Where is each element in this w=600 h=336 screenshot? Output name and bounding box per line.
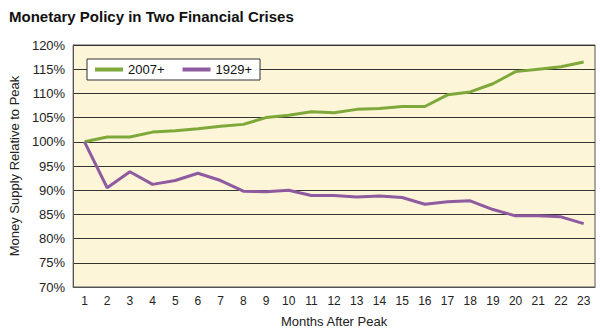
svg-text:19: 19 — [486, 294, 500, 308]
svg-text:70%: 70% — [39, 280, 65, 295]
svg-text:110%: 110% — [33, 86, 66, 101]
svg-text:22: 22 — [554, 294, 568, 308]
svg-text:115%: 115% — [33, 62, 66, 77]
svg-text:100%: 100% — [32, 134, 66, 149]
svg-text:21: 21 — [532, 294, 546, 308]
svg-text:18: 18 — [464, 294, 478, 308]
svg-text:Money Supply Relative to Peak: Money Supply Relative to Peak — [7, 75, 22, 256]
svg-text:1: 1 — [81, 294, 88, 308]
svg-text:10: 10 — [282, 294, 296, 308]
svg-text:12: 12 — [327, 294, 341, 308]
svg-text:13: 13 — [350, 294, 364, 308]
svg-text:4: 4 — [149, 294, 156, 308]
svg-text:16: 16 — [418, 294, 432, 308]
svg-text:80%: 80% — [39, 231, 65, 246]
svg-text:105%: 105% — [32, 110, 66, 125]
svg-text:120%: 120% — [32, 38, 66, 53]
svg-text:17: 17 — [441, 294, 455, 308]
svg-text:3: 3 — [127, 294, 134, 308]
svg-text:15: 15 — [395, 294, 409, 308]
svg-text:2007+: 2007+ — [128, 62, 165, 77]
svg-text:23: 23 — [577, 294, 591, 308]
svg-text:8: 8 — [240, 294, 247, 308]
svg-text:Months After Peak: Months After Peak — [281, 314, 388, 329]
svg-text:85%: 85% — [39, 207, 65, 222]
svg-text:7: 7 — [217, 294, 224, 308]
svg-text:90%: 90% — [39, 183, 65, 198]
svg-text:95%: 95% — [39, 159, 65, 174]
svg-text:9: 9 — [263, 294, 270, 308]
svg-text:2: 2 — [104, 294, 111, 308]
svg-text:6: 6 — [195, 294, 202, 308]
svg-text:1929+: 1929+ — [216, 62, 253, 77]
svg-text:Monetary Policy in Two Financi: Monetary Policy in Two Financial Crises — [9, 8, 294, 25]
svg-text:11: 11 — [305, 294, 318, 308]
svg-text:5: 5 — [172, 294, 179, 308]
svg-text:75%: 75% — [39, 255, 65, 270]
svg-text:14: 14 — [373, 294, 387, 308]
svg-text:20: 20 — [509, 294, 523, 308]
